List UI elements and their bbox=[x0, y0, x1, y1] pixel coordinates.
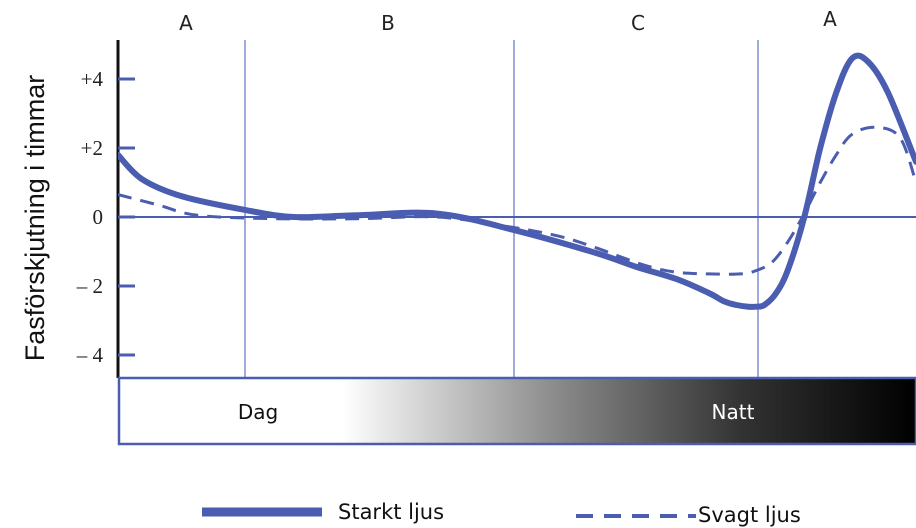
y-tick-label: +4 bbox=[81, 67, 104, 91]
section-label-a2: A bbox=[823, 7, 837, 31]
y-tick-label: 0 bbox=[93, 205, 104, 229]
section-label-b: B bbox=[381, 11, 395, 35]
series-strong-light bbox=[118, 52, 916, 310]
y-tick-label: – 2 bbox=[76, 274, 103, 298]
band-label-day: Dag bbox=[238, 400, 278, 424]
section-label-c: C bbox=[631, 11, 645, 35]
section-label-a1: A bbox=[179, 11, 193, 35]
legend-dashed-label: Svagt ljus bbox=[698, 503, 801, 527]
y-tick-label: – 4 bbox=[76, 343, 104, 367]
y-tick-label: +2 bbox=[81, 136, 103, 160]
legend-solid-label: Starkt ljus bbox=[338, 500, 444, 524]
day-night-band bbox=[117, 376, 916, 446]
y-axis-title: Fasförskjutning i timmar bbox=[20, 75, 50, 362]
series-weak-light bbox=[118, 125, 916, 276]
band-label-night: Natt bbox=[712, 400, 755, 424]
y-ticks: +4 +2 0 – 2 – 4 bbox=[76, 67, 135, 367]
